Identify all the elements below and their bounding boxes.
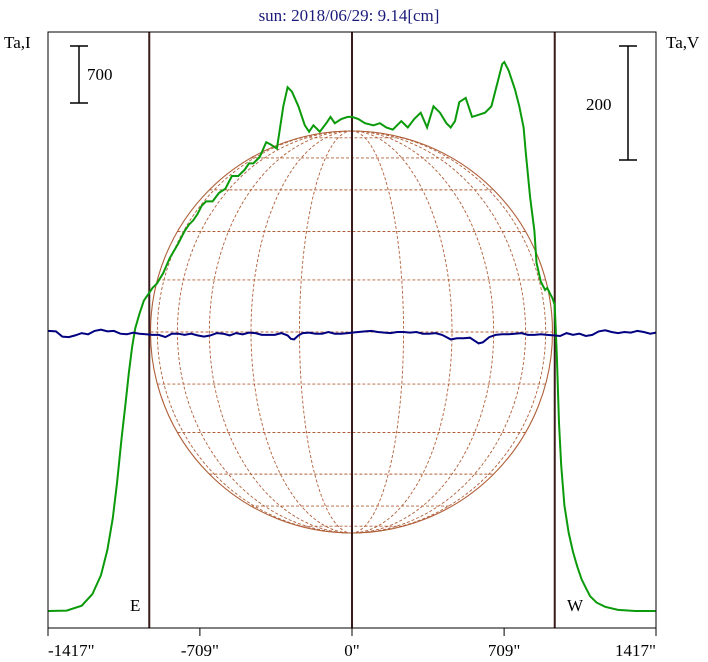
- scalebar-right: 200: [586, 45, 637, 161]
- x-tick-label: 709": [488, 641, 520, 660]
- x-tick-label: 1417": [615, 641, 656, 660]
- east-limb-label: E: [130, 596, 140, 615]
- scalebar-left: 700: [70, 45, 113, 104]
- x-tick-label: -1417": [48, 641, 95, 660]
- disk-meridian: [351, 130, 453, 534]
- series-group: [47, 60, 657, 612]
- disk-meridian: [208, 130, 352, 534]
- scalebar-left-label: 700: [87, 65, 113, 84]
- x-axis-ticks: -1417" -709" 0" 709" 1417": [47, 628, 657, 660]
- west-limb-label: W: [567, 596, 584, 615]
- disk-meridian: [351, 130, 527, 534]
- y-axis-label-right: Ta,V: [666, 33, 700, 52]
- disk-meridian: [351, 130, 495, 534]
- x-tick-label: 0": [344, 641, 359, 660]
- disk-meridian: [250, 130, 352, 534]
- disk-meridian: [156, 130, 352, 534]
- disk-meridian: [299, 130, 352, 534]
- series-V-line: [47, 328, 657, 345]
- y-axis-label-left: Ta,I: [4, 33, 31, 52]
- chart-title: sun: 2018/06/29: 9.14[cm]: [259, 6, 440, 25]
- disk-meridian: [176, 130, 352, 534]
- series-I-line: [47, 60, 656, 612]
- x-tick-label: -709": [181, 641, 219, 660]
- disk-meridian: [351, 130, 547, 534]
- limb-lines: [148, 32, 556, 628]
- scalebar-right-label: 200: [586, 95, 612, 114]
